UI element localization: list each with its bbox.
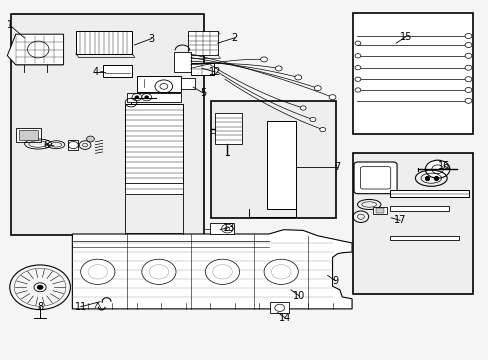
Text: 1: 1: [7, 20, 13, 30]
Bar: [266, 121, 295, 209]
Bar: [181, 78, 194, 89]
Circle shape: [34, 283, 46, 292]
Circle shape: [464, 98, 471, 103]
Text: 15: 15: [399, 32, 411, 42]
Circle shape: [37, 285, 43, 289]
Polygon shape: [7, 34, 63, 65]
Circle shape: [86, 136, 94, 142]
Circle shape: [135, 96, 139, 99]
Text: 7: 7: [334, 162, 340, 172]
Bar: [389, 236, 458, 240]
Bar: [137, 76, 181, 92]
Text: 16: 16: [437, 161, 449, 171]
Bar: [16, 128, 41, 142]
Circle shape: [328, 95, 335, 100]
Circle shape: [464, 42, 471, 48]
Text: 9: 9: [332, 276, 338, 286]
Bar: [352, 153, 472, 294]
Circle shape: [464, 53, 471, 58]
Bar: [389, 190, 468, 197]
Text: 2: 2: [231, 33, 237, 43]
Bar: [76, 31, 132, 54]
Circle shape: [464, 65, 471, 70]
Circle shape: [275, 66, 282, 71]
Text: 3: 3: [148, 33, 154, 44]
Text: 8: 8: [37, 302, 43, 312]
Circle shape: [354, 54, 360, 58]
Bar: [173, 52, 190, 72]
Bar: [68, 140, 78, 150]
Circle shape: [260, 57, 267, 62]
Bar: [127, 93, 181, 102]
Polygon shape: [72, 230, 351, 309]
Circle shape: [319, 127, 325, 132]
Bar: [352, 13, 472, 134]
Bar: [124, 104, 183, 184]
Circle shape: [354, 41, 360, 45]
Circle shape: [464, 33, 471, 39]
Bar: [102, 65, 132, 77]
Text: 17: 17: [393, 215, 406, 225]
Text: 10: 10: [292, 291, 305, 301]
Text: 6: 6: [43, 140, 49, 150]
Bar: [188, 31, 217, 55]
Bar: [11, 14, 204, 235]
Text: 5: 5: [200, 88, 205, 98]
Text: 13: 13: [222, 222, 235, 233]
Bar: [389, 206, 448, 211]
Circle shape: [264, 259, 298, 284]
Bar: [190, 63, 214, 75]
Circle shape: [205, 259, 239, 284]
Text: 4: 4: [92, 67, 98, 77]
Text: 11: 11: [74, 302, 87, 312]
Circle shape: [88, 265, 107, 279]
Circle shape: [142, 259, 176, 284]
Text: 14: 14: [278, 312, 290, 323]
Circle shape: [149, 265, 168, 279]
Bar: [210, 223, 233, 234]
Text: 12: 12: [208, 67, 221, 77]
Circle shape: [464, 77, 471, 82]
FancyBboxPatch shape: [353, 162, 396, 194]
Circle shape: [314, 86, 321, 91]
Circle shape: [354, 88, 360, 92]
Circle shape: [464, 87, 471, 93]
Bar: [124, 183, 183, 194]
Bar: [372, 207, 386, 214]
Circle shape: [212, 265, 232, 279]
Bar: [211, 101, 336, 218]
Circle shape: [271, 265, 290, 279]
Bar: [269, 302, 289, 313]
Circle shape: [425, 160, 449, 178]
Circle shape: [144, 96, 148, 99]
Circle shape: [300, 106, 305, 110]
Circle shape: [81, 259, 115, 284]
Circle shape: [354, 66, 360, 70]
Circle shape: [431, 165, 443, 174]
Bar: [215, 113, 242, 144]
Circle shape: [309, 117, 315, 122]
Bar: [19, 130, 38, 140]
Bar: [375, 208, 384, 213]
Circle shape: [354, 77, 360, 81]
Circle shape: [294, 75, 301, 80]
